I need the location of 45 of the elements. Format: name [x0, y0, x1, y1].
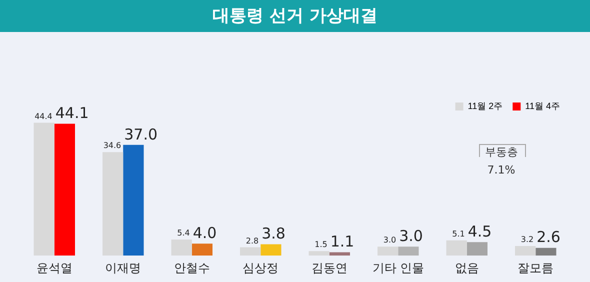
data-label: 44.1 [55, 104, 89, 122]
x-tick-label: 기타 인물 [372, 261, 424, 276]
legend-label: 11월 2주 [468, 100, 503, 111]
bar [398, 246, 419, 256]
data-label: 2.8 [246, 236, 259, 246]
bar [192, 244, 212, 256]
data-label: 44.4 [34, 112, 52, 121]
data-label: 5.4 [177, 228, 190, 238]
data-label: 2.6 [536, 228, 560, 246]
data-label: 1.1 [330, 232, 354, 251]
data-label: 3.2 [520, 235, 534, 244]
bar [308, 251, 330, 256]
bar [123, 144, 144, 256]
bar [240, 247, 261, 256]
data-label: 37.0 [124, 125, 158, 144]
data-label: 3.0 [399, 227, 423, 246]
bar [515, 246, 536, 256]
bar [54, 124, 75, 256]
bar [102, 152, 124, 256]
data-label: 5.1 [452, 229, 465, 238]
bar [329, 252, 350, 256]
x-tick-label: 김동연 [311, 261, 348, 276]
x-tick-label: 이재명 [105, 261, 142, 276]
bar [378, 246, 398, 256]
data-label: 3.0 [383, 236, 396, 245]
bar [260, 244, 282, 256]
annotation: 부동층 [484, 145, 518, 158]
x-tick-label: 윤석열 [36, 261, 72, 276]
chart-title: 대통령 선거 가상대결 [0, 0, 590, 32]
x-tick-label: 안철수 [174, 261, 210, 276]
data-label: 4.0 [192, 224, 217, 242]
data-label: 3.8 [262, 224, 286, 243]
data-label: 34.6 [103, 141, 122, 150]
legend-label: 11월 4주 [525, 100, 560, 111]
x-tick-label: 없음 [454, 261, 479, 276]
data-label: 1.5 [314, 240, 328, 250]
bar [466, 242, 488, 256]
data-label: 4.5 [468, 222, 492, 241]
bar [536, 248, 556, 256]
bar [446, 240, 467, 256]
x-tick-label: 잘모름 [518, 261, 554, 276]
bar [34, 122, 54, 256]
bar [171, 239, 192, 256]
x-tick-label: 심상정 [242, 261, 279, 276]
annotation: 7.1% [487, 163, 516, 176]
